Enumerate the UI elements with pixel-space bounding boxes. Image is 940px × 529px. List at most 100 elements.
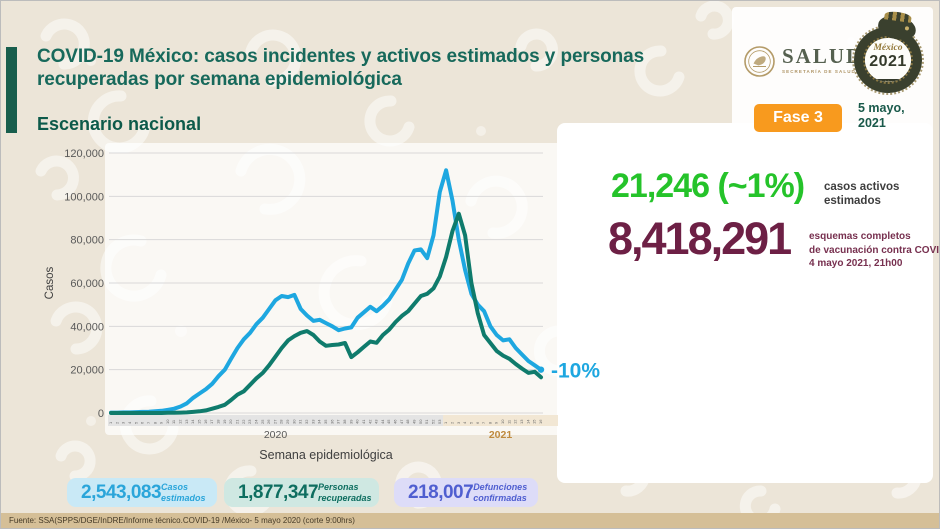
active-cases-label: casos activos estimados [824,180,924,209]
svg-text:32: 32 [304,419,309,424]
svg-text:48: 48 [405,419,410,424]
defunciones-label: Defunciones confirmadas [473,482,528,503]
chart: 0 20,000 40,000 60,000 80,000 100,000 120,000 2… [31,141,611,471]
svg-text:42: 42 [367,419,372,424]
svg-text:31: 31 [298,419,303,424]
svg-text:11: 11 [506,419,511,424]
title-accent-bar [6,47,17,133]
svg-text:16: 16 [203,419,208,424]
svg-text:6: 6 [140,421,145,424]
svg-text:13: 13 [519,419,524,424]
report-date: 5 mayo, 2021 [858,101,905,131]
summary-card-personas-recuperadas: 1,877,347 Personas recuperadas [224,478,379,507]
series-line-personas-recuperadas [109,211,543,415]
svg-text:0: 0 [98,408,104,420]
series-line-casos-estimados-incidentes [109,168,543,415]
svg-text:60,000: 60,000 [70,278,104,290]
svg-text:12: 12 [178,419,183,424]
svg-text:38: 38 [342,419,347,424]
source-text: Fuente: SSA(SPPS/DGE/InDRE/Informe técni… [9,516,355,525]
svg-text:8: 8 [152,421,157,424]
svg-text:21: 21 [234,419,239,424]
svg-text:6: 6 [475,421,480,424]
defunciones-value: 218,007 [408,481,474,503]
personas-recuperadas-value: 1,877,347 [238,481,319,503]
active-cases-label-line1: casos activos [824,181,900,193]
svg-text:14: 14 [525,419,530,424]
svg-text:51: 51 [424,419,429,424]
report-date-line2: 2021 [858,116,886,130]
svg-text:19: 19 [222,419,227,424]
svg-text:39: 39 [348,419,353,424]
personas-recuperadas-label: Personas recuperadas [318,482,372,503]
mexico-script-text: México [873,43,903,53]
svg-text:50: 50 [418,419,423,424]
svg-text:7: 7 [146,421,151,424]
svg-text:12: 12 [513,419,518,424]
svg-text:3: 3 [456,421,461,424]
svg-text:1: 1 [443,421,448,424]
svg-text:120,000: 120,000 [64,148,104,160]
svg-text:23: 23 [247,419,252,424]
svg-text:5: 5 [468,421,473,424]
svg-text:37: 37 [336,419,341,424]
svg-text:4: 4 [127,421,132,424]
svg-text:25: 25 [260,419,265,424]
summary-card-defunciones: 218,007 Defunciones confirmadas [394,478,538,507]
x-axis-title: Semana epidemiológica [259,448,392,462]
svg-text:17: 17 [209,419,214,424]
svg-text:80,000: 80,000 [70,235,104,247]
svg-text:3: 3 [121,421,126,424]
svg-text:35: 35 [323,419,328,424]
salud-logo: SALUD SECRETARÍA DE SALUD [743,44,864,78]
svg-text:100,000: 100,000 [64,191,104,203]
svg-text:9: 9 [159,421,164,424]
trend-annotation: -10% [551,360,600,383]
svg-text:20: 20 [228,419,233,424]
page-title: COVID-19 México: casos incidentes y acti… [37,46,645,91]
casos-estimados-label: Casos estimados [161,482,206,503]
phase-badge: Fase 3 [754,104,842,132]
stats-panel-background [557,123,933,483]
source-footer: Fuente: SSA(SPPS/DGE/InDRE/Informe técni… [1,513,939,528]
mexico-2021-logo: México 2021 Año de la Independencia [850,13,934,101]
svg-text:36: 36 [329,419,334,424]
svg-text:7: 7 [481,421,486,424]
svg-text:14: 14 [190,419,195,424]
active-cases-value: 21,246 (~1%) [611,167,805,205]
salud-wordmark: SALUD [782,44,864,68]
chart-backdrop [105,143,561,435]
year-label-2021: 2021 [489,429,513,441]
x-axis-bands: 2020 2021 [108,415,558,441]
y-axis-title: Casos [44,266,56,299]
svg-text:10: 10 [500,419,505,424]
svg-text:27: 27 [272,419,277,424]
svg-text:22: 22 [241,419,246,424]
svg-text:24: 24 [253,419,258,424]
y-gridlines [109,152,543,414]
svg-text:9: 9 [494,421,499,424]
svg-text:41: 41 [361,419,366,424]
y-tick-labels: 0 20,000 40,000 60,000 80,000 100,000 120,000 [64,148,104,420]
svg-text:33: 33 [310,419,315,424]
svg-text:1: 1 [108,421,113,424]
svg-text:18: 18 [216,419,221,424]
svg-text:30: 30 [291,419,296,424]
svg-text:46: 46 [393,419,398,424]
svg-text:2: 2 [114,421,119,424]
salud-secretaria-label: SECRETARÍA DE SALUD [782,69,856,75]
svg-text:44: 44 [380,419,385,424]
scenario-subtitle: Escenario nacional [37,114,202,134]
svg-text:2: 2 [449,421,454,424]
svg-text:10: 10 [165,419,170,424]
svg-text:45: 45 [386,419,391,424]
svg-text:26: 26 [266,419,271,424]
svg-text:43: 43 [374,419,379,424]
svg-text:5: 5 [133,421,138,424]
mexico-year-text: 2021 [869,52,907,70]
casos-estimados-value: 2,543,083 [81,481,162,503]
svg-text:28: 28 [279,419,284,424]
svg-text:20,000: 20,000 [70,365,104,377]
svg-text:15: 15 [532,419,537,424]
